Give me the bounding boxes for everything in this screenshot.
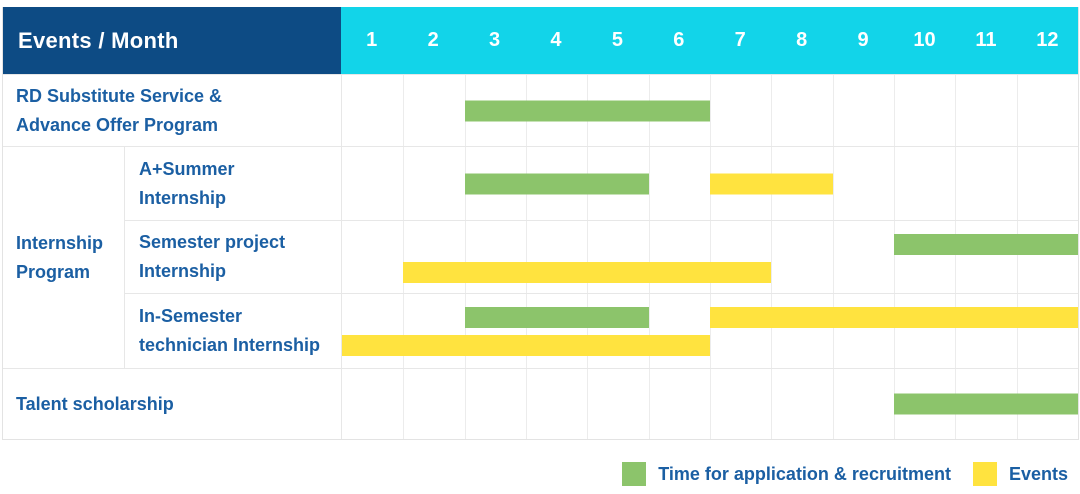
row-label-in-semester-technician-internship: In-Semester technician Internship (124, 293, 341, 368)
month-grid-line (1016, 221, 1018, 293)
legend-events-label: Events (1008, 463, 1068, 484)
group-label-line: Program (16, 261, 91, 282)
legend-item-events: Events (972, 462, 1068, 486)
month-grid-line (955, 75, 957, 146)
month-grid-line (587, 294, 589, 368)
month-grid-line (526, 369, 527, 439)
events-month-table: Events / Month 1 2 3 4 5 6 7 8 9 10 11 12 RD Substi… (2, 7, 1079, 440)
row-label-line: Advance Offer Program (16, 114, 219, 135)
month-grid-line (832, 369, 834, 439)
month-grid-line (464, 369, 466, 439)
timeline-rd-substitute-service (341, 74, 1078, 146)
row-label-line: Talent scholarship (16, 393, 174, 414)
month-grid-line (464, 221, 466, 293)
month-label: 8 (796, 29, 808, 51)
application-bar (464, 307, 649, 328)
month-label: 3 (488, 29, 501, 51)
month-grid-line (771, 369, 773, 439)
event-bar (710, 173, 833, 194)
row-label-talent-scholarship: Talent scholarship (3, 368, 341, 439)
month-grid-line (894, 221, 895, 293)
month-grid-line (526, 221, 527, 293)
month-grid-line (1016, 294, 1018, 368)
month-grid-line (955, 147, 957, 220)
month-grid-line (894, 294, 895, 368)
month-grid-line (587, 369, 589, 439)
months-header-row: 1 2 3 4 5 6 7 8 9 10 11 12 (341, 7, 1078, 74)
month-grid-line (894, 147, 895, 220)
timeline-a-plus-summer-internship (341, 146, 1078, 220)
event-bar (342, 335, 710, 356)
application-bar (464, 173, 649, 194)
row-label-a-plus-summer-internship: A+Summer Internship (124, 146, 341, 220)
month-grid-line (648, 221, 650, 293)
events-month-heading: Events / Month (18, 27, 179, 53)
month-grid-line (403, 369, 405, 439)
row-label-line: technician Internship (139, 335, 321, 355)
table-header-title: Events / Month (3, 7, 341, 74)
legend-application-label: Time for application & recruitment (658, 463, 951, 484)
row-label-line: A+Summer (139, 158, 235, 179)
row-label-semester-project-internship: Semester project Internship (124, 220, 341, 293)
group-label-internship-program: Internship Program (3, 146, 124, 368)
month-label: 10 (913, 29, 936, 51)
row-label-line: RD Substitute Service & (16, 85, 223, 106)
event-bar (710, 307, 1078, 328)
month-grid-line (648, 147, 650, 220)
month-grid-line (771, 294, 773, 368)
group-label-line: Internship (16, 232, 104, 253)
event-bar (403, 262, 772, 283)
month-grid-line (771, 221, 773, 293)
application-bar (894, 393, 1078, 415)
month-grid-line (526, 294, 527, 368)
application-color-swatch-icon (622, 462, 647, 486)
month-grid-line (710, 221, 711, 293)
month-grid-line (832, 221, 834, 293)
month-grid-line (894, 75, 895, 146)
month-grid-line (1016, 75, 1018, 146)
month-grid-line (403, 147, 405, 220)
application-bar (894, 234, 1078, 255)
legend-item-application: Time for application & recruitment (622, 462, 951, 486)
month-grid-line (403, 294, 405, 368)
timeline-semester-project-internship (341, 220, 1078, 293)
row-label-line: In-Semester (139, 306, 243, 326)
month-label: 7 (734, 29, 746, 51)
month-label: 1 (366, 29, 378, 51)
month-label: 4 (550, 29, 562, 51)
timeline-in-semester-technician-internship (341, 293, 1078, 368)
month-grid-line (648, 294, 650, 368)
row-label-line: Internship (139, 187, 227, 208)
month-label: 6 (673, 29, 685, 51)
legend: Time for application & recruitment Event… (622, 461, 1068, 487)
events-color-swatch-icon (972, 462, 997, 486)
month-label: 5 (611, 29, 623, 51)
row-label-rd-substitute-service: RD Substitute Service & Advance Offer Pr… (3, 74, 341, 146)
month-grid-line (403, 75, 405, 146)
application-bar (464, 100, 710, 121)
row-label-line: Semester project (139, 232, 286, 252)
month-grid-line (955, 221, 957, 293)
month-grid-line (464, 294, 466, 368)
month-grid-line (648, 369, 650, 439)
month-label: 11 (975, 29, 997, 51)
month-grid-line (710, 75, 711, 146)
timeline-talent-scholarship (341, 368, 1078, 439)
month-grid-line (955, 294, 957, 368)
month-grid-line (1016, 147, 1018, 220)
month-grid-line (771, 75, 773, 146)
month-label: 2 (427, 29, 439, 51)
month-grid-line (710, 369, 711, 439)
month-grid-line (710, 294, 711, 368)
row-label-line: Internship (139, 261, 227, 281)
month-grid-line (587, 221, 589, 293)
month-grid-line (832, 75, 834, 146)
month-grid-line (832, 147, 834, 220)
month-label: 9 (857, 29, 869, 51)
month-label: 12 (1036, 29, 1059, 51)
month-grid-line (403, 221, 405, 293)
month-grid-line (832, 294, 834, 368)
